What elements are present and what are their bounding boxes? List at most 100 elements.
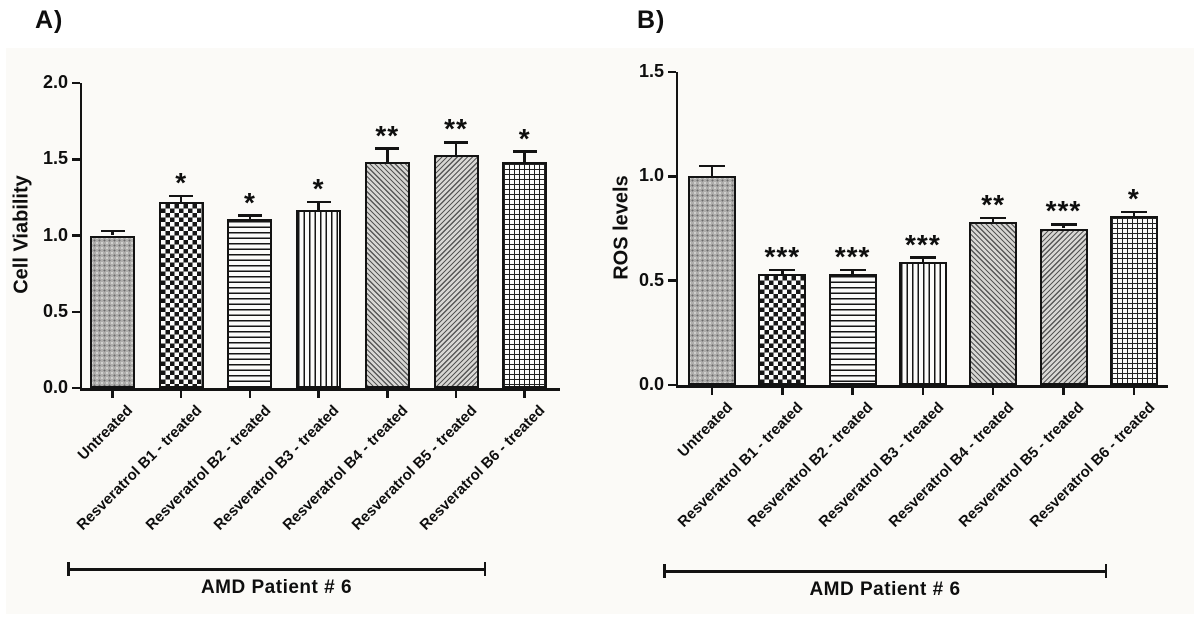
x-tick-B <box>921 387 925 395</box>
x-tick-A <box>317 390 320 398</box>
y-tick-label-A: 1.5 <box>42 148 68 169</box>
significance-stars-B-1: *** <box>764 241 801 273</box>
x-tick-B <box>781 387 784 395</box>
error-bar-cap-A-3 <box>306 200 331 204</box>
bar-B-0 <box>688 176 736 385</box>
y-axis-line-A <box>79 83 82 391</box>
x-tick-B <box>1132 387 1136 395</box>
significance-stars-B-5: *** <box>1045 195 1082 227</box>
error-bar-stem-A-4 <box>386 148 389 163</box>
error-bar-stem-B-6 <box>1132 211 1136 216</box>
bar-B-6 <box>1109 215 1158 385</box>
y-tick-A <box>71 386 80 390</box>
x-tick-B <box>1062 387 1065 395</box>
bar-A-0 <box>90 235 135 388</box>
group-bracket-right-tick-A <box>483 562 486 577</box>
panel-b-y-axis-title: ROS levels <box>610 175 633 280</box>
significance-stars-B-4: ** <box>981 189 1006 221</box>
error-bar-stem-B-4 <box>991 218 995 223</box>
y-tick-B <box>667 279 676 282</box>
y-tick-B <box>667 175 676 178</box>
y-tick-A <box>71 158 80 161</box>
error-bar-stem-A-3 <box>317 201 320 210</box>
error-bar-cap-A-4 <box>375 147 400 150</box>
error-bar-stem-B-0 <box>710 165 714 177</box>
significance-stars-A-6: * <box>518 122 531 154</box>
y-tick-label-A: 0.5 <box>42 300 68 321</box>
y-tick-label-A: 0.0 <box>42 377 68 397</box>
error-bar-cap-B-4 <box>980 216 1007 220</box>
x-tick-A <box>111 390 114 398</box>
x-tick-B <box>991 387 995 395</box>
error-bar-stem-A-1 <box>179 195 183 202</box>
significance-stars-B-3: *** <box>905 228 941 260</box>
significance-stars-B-2: *** <box>834 241 871 273</box>
bar-B-1 <box>758 274 807 385</box>
bar-A-1 <box>158 201 204 388</box>
significance-stars-A-1: * <box>175 166 188 198</box>
error-bar-cap-A-6 <box>512 150 537 153</box>
y-tick-B <box>667 70 676 74</box>
error-bar-cap-B-2 <box>839 268 866 272</box>
bar-A-6 <box>502 162 548 388</box>
error-bar-cap-B-3 <box>909 256 936 259</box>
bar-B-4 <box>969 222 1018 385</box>
error-bar-stem-A-6 <box>523 151 526 163</box>
bar-A-3 <box>296 209 342 388</box>
error-bar-stem-A-2 <box>248 215 252 219</box>
y-tick-label-A: 2.0 <box>42 72 68 92</box>
y-tick-A <box>71 81 80 85</box>
error-bar-cap-A-1 <box>169 194 194 198</box>
group-bracket-left-tick-B <box>663 564 666 579</box>
group-bracket-line-A <box>67 568 486 571</box>
group-bracket-line-B <box>663 570 1107 573</box>
error-bar-cap-A-5 <box>444 141 468 144</box>
x-tick-A <box>179 390 183 398</box>
error-bar-cap-A-2 <box>237 214 262 217</box>
panel-b-letter: B) <box>637 6 666 34</box>
group-bracket-left-tick-A <box>67 562 70 577</box>
error-bar-cap-B-1 <box>769 268 796 272</box>
group-label-B: AMD Patient # 6 <box>809 579 961 600</box>
error-bar-cap-A-0 <box>100 229 125 233</box>
error-bar-stem-A-5 <box>454 142 458 155</box>
x-tick-A <box>454 390 458 398</box>
bar-A-5 <box>433 154 479 388</box>
x-tick-B <box>851 387 854 395</box>
bar-B-3 <box>898 261 947 385</box>
error-bar-stem-B-3 <box>921 257 925 262</box>
error-bar-cap-B-0 <box>699 164 725 168</box>
y-tick-A <box>71 234 80 237</box>
y-axis-line-B <box>675 72 678 388</box>
bar-A-4 <box>364 162 410 388</box>
error-bar-stem-B-2 <box>851 270 854 275</box>
significance-stars-A-2: * <box>243 186 256 218</box>
y-tick-label-B: 0.5 <box>638 269 664 290</box>
bar-B-5 <box>1039 228 1088 385</box>
error-bar-cap-B-5 <box>1050 223 1077 226</box>
bar-B-2 <box>828 274 877 385</box>
y-tick-B <box>667 383 676 387</box>
x-tick-A <box>248 390 252 398</box>
panel-a-letter: A) <box>35 6 64 34</box>
error-bar-stem-B-1 <box>781 270 784 275</box>
y-tick-label-B: 0.0 <box>638 374 664 394</box>
error-bar-stem-A-0 <box>111 230 114 236</box>
y-tick-label-A: 1.0 <box>42 224 68 245</box>
group-bracket-right-tick-B <box>1104 564 1107 579</box>
significance-stars-A-3: * <box>312 172 325 204</box>
bar-A-2 <box>227 218 273 388</box>
significance-stars-B-6: * <box>1127 182 1140 214</box>
error-bar-cap-B-6 <box>1120 210 1147 214</box>
x-tick-B <box>710 387 714 395</box>
significance-stars-A-4: ** <box>375 119 400 151</box>
x-axis-line-B <box>675 385 1168 388</box>
y-tick-label-B: 1.0 <box>638 165 664 186</box>
x-tick-A <box>386 390 389 398</box>
group-label-A: AMD Patient # 6 <box>200 577 353 598</box>
x-tick-A <box>523 390 526 398</box>
significance-stars-A-5: ** <box>444 113 468 145</box>
y-tick-A <box>71 310 80 313</box>
error-bar-stem-B-5 <box>1062 224 1065 229</box>
